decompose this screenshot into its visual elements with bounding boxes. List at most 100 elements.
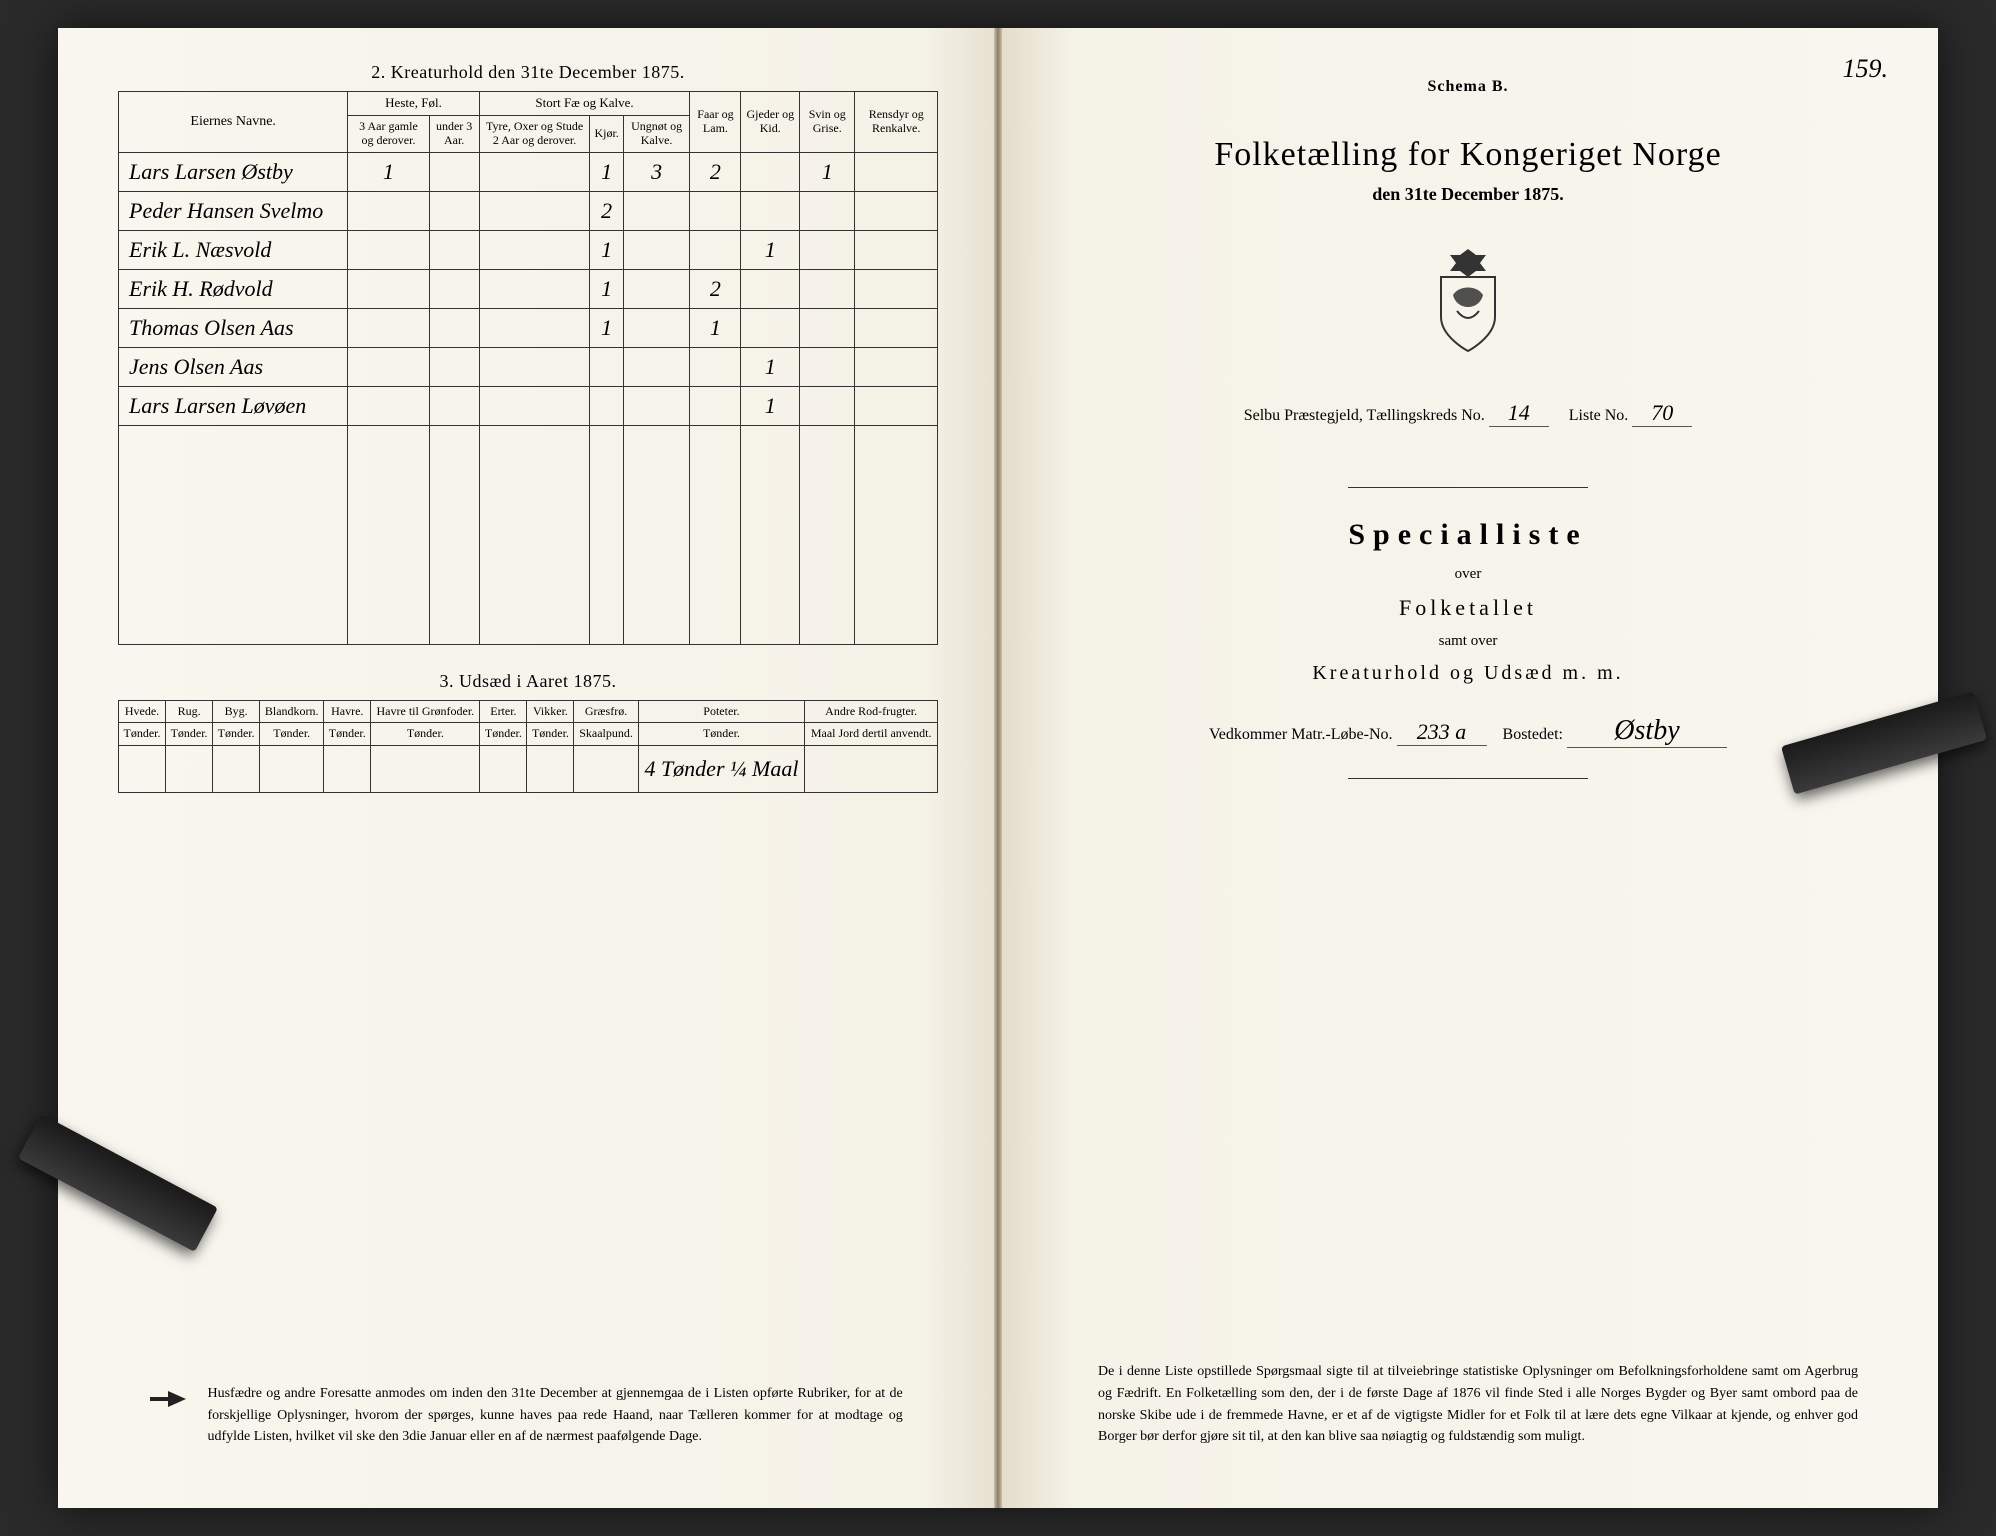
udsaed-unit: Tønder.	[527, 723, 574, 746]
udsaed-unit: Tønder.	[638, 723, 805, 746]
udsaed-unit: Tønder.	[213, 723, 260, 746]
value-cell	[348, 191, 429, 230]
value-cell: 2	[690, 269, 741, 308]
value-cell	[479, 152, 590, 191]
value-cell	[855, 308, 938, 347]
value-cell: 2	[690, 152, 741, 191]
value-cell: 1	[590, 152, 623, 191]
vedkommer-label: Vedkommer Matr.-Løbe-No.	[1209, 726, 1393, 743]
udsaed-row: 4 Tønder ¼ Maal	[119, 746, 938, 793]
table-row: Erik H. Rødvold12	[119, 269, 938, 308]
table-row: Lars Larsen Østby11321	[119, 152, 938, 191]
value-cell	[429, 191, 479, 230]
value-cell	[479, 386, 590, 425]
value-cell	[429, 386, 479, 425]
liste-label: Liste No.	[1569, 407, 1629, 424]
vedkommer-line: Vedkommer Matr.-Løbe-No. 233 a Bostedet:…	[1058, 715, 1878, 748]
value-cell	[429, 308, 479, 347]
table-row: Jens Olsen Aas 1	[119, 347, 938, 386]
udsaed-unit: Tønder.	[260, 723, 324, 746]
value-cell	[690, 347, 741, 386]
table-empty-space	[119, 425, 938, 644]
meta-line: Selbu Præstegjeld, Tællingskreds No. 14 …	[1058, 400, 1878, 427]
value-cell	[800, 269, 855, 308]
divider	[1348, 487, 1588, 488]
udsaed-col: Andre Rod-frugter.	[805, 700, 938, 723]
col-svin: Svin og Grise.	[800, 92, 855, 153]
value-cell	[429, 347, 479, 386]
value-cell: 1	[800, 152, 855, 191]
udsaed-table: Hvede.Rug.Byg.Blandkorn.Havre.Havre til …	[118, 700, 938, 794]
udsaed-unit: Tønder.	[371, 723, 480, 746]
owner-name-cell: Thomas Olsen Aas	[119, 308, 348, 347]
udsaed-col: Rug.	[166, 700, 213, 723]
value-cell	[855, 269, 938, 308]
value-cell	[348, 230, 429, 269]
value-cell	[590, 347, 623, 386]
table-row: Peder Hansen Svelmo2	[119, 191, 938, 230]
value-cell	[800, 386, 855, 425]
book-spine	[994, 28, 1002, 1508]
owner-name-cell: Erik H. Rødvold	[119, 269, 348, 308]
udsaed-col: Erter.	[480, 700, 527, 723]
value-cell	[479, 308, 590, 347]
subtitle: den 31te December 1875.	[1058, 184, 1878, 205]
left-footnote: Husfædre og andre Foresatte anmodes om i…	[148, 1383, 938, 1448]
value-cell	[623, 230, 690, 269]
samt-over-label: samt over	[1058, 633, 1878, 650]
liste-no: 70	[1632, 400, 1692, 427]
value-cell: 1	[590, 230, 623, 269]
udsaed-col: Havre.	[324, 700, 371, 723]
value-cell	[348, 308, 429, 347]
value-cell: 3	[623, 152, 690, 191]
udsaed-col: Græsfrø.	[574, 700, 638, 723]
value-cell	[741, 152, 800, 191]
col-stort-a: Tyre, Oxer og Stude 2 Aar og derover.	[479, 115, 590, 152]
owner-name-cell: Erik L. Næsvold	[119, 230, 348, 269]
udsaed-unit: Tønder.	[480, 723, 527, 746]
left-footnote-text: Husfædre og andre Foresatte anmodes om i…	[208, 1383, 903, 1448]
value-cell	[800, 230, 855, 269]
udsaed-unit: Tønder.	[324, 723, 371, 746]
pointing-hand-icon	[148, 1385, 192, 1421]
value-cell: 2	[590, 191, 623, 230]
bostedet-label: Bostedet:	[1503, 726, 1563, 743]
page-number: 159.	[1843, 54, 1889, 84]
value-cell: 1	[741, 386, 800, 425]
divider	[1348, 778, 1588, 779]
col-heste-group: Heste, Føl.	[348, 92, 479, 116]
left-page: 2. Kreaturhold den 31te December 1875. E…	[58, 28, 998, 1508]
value-cell: 1	[741, 347, 800, 386]
value-cell	[479, 230, 590, 269]
value-cell	[348, 386, 429, 425]
value-cell	[800, 347, 855, 386]
udsaed-col: Blandkorn.	[260, 700, 324, 723]
value-cell	[348, 347, 429, 386]
col-stort-group: Stort Fæ og Kalve.	[479, 92, 690, 116]
col-heste-a: 3 Aar gamle og derover.	[348, 115, 429, 152]
coat-of-arms-icon	[1058, 245, 1878, 360]
col-stort-b: Kjør.	[590, 115, 623, 152]
kreatur-title: 2. Kreaturhold den 31te December 1875.	[118, 62, 938, 83]
col-names: Eiernes Navne.	[190, 114, 276, 129]
col-stort-c: Ungnøt og Kalve.	[623, 115, 690, 152]
value-cell	[855, 386, 938, 425]
owner-name-cell: Jens Olsen Aas	[119, 347, 348, 386]
col-faar: Faar og Lam.	[690, 92, 741, 153]
value-cell	[690, 191, 741, 230]
udsaed-col: Vikker.	[527, 700, 574, 723]
value-cell	[741, 308, 800, 347]
value-cell	[623, 386, 690, 425]
bostedet-value: Østby	[1567, 715, 1727, 748]
owner-name-cell: Lars Larsen Løvøen	[119, 386, 348, 425]
right-footnote: De i denne Liste opstillede Spørgsmaal s…	[1098, 1361, 1858, 1448]
udsaed-col: Hvede.	[119, 700, 166, 723]
value-cell	[590, 386, 623, 425]
value-cell	[429, 269, 479, 308]
folketallet-heading: Folketallet	[1058, 595, 1878, 621]
over-label: over	[1058, 566, 1878, 583]
value-cell	[690, 386, 741, 425]
value-cell: 1	[590, 308, 623, 347]
udsaed-unit: Maal Jord dertil anvendt.	[805, 723, 938, 746]
kreds-no: 14	[1489, 400, 1549, 427]
